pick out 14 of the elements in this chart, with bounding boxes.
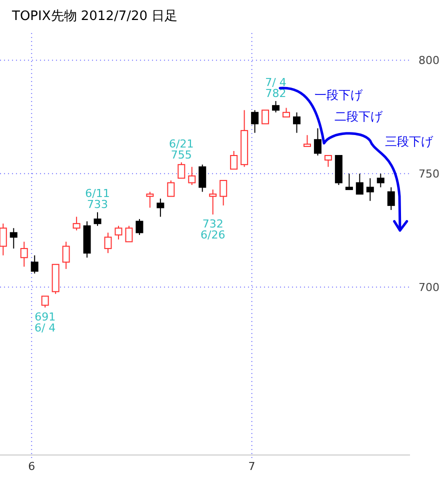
y-tick-label: 700 [418,281,440,294]
annotation: 6/21 755 [169,137,194,162]
x-tick-label: 7 [248,460,256,473]
x-tick-label: 6 [28,460,36,473]
chart-title: TOPIX先物 2012/7/20 日足 [11,9,178,24]
annotation: 7/ 4 782 [265,76,286,100]
annotation: 三段下げ [384,134,434,148]
annotation: 一段下げ [314,88,364,102]
annotation: 691 6/ 4 [34,310,56,335]
annotation: 732 6/26 [200,218,226,242]
y-tick-label: 750 [418,168,440,181]
annotation: 二段下げ [334,109,384,124]
y-tick-label: 800 [418,54,440,68]
annotation: 6/11 733 [85,187,110,212]
